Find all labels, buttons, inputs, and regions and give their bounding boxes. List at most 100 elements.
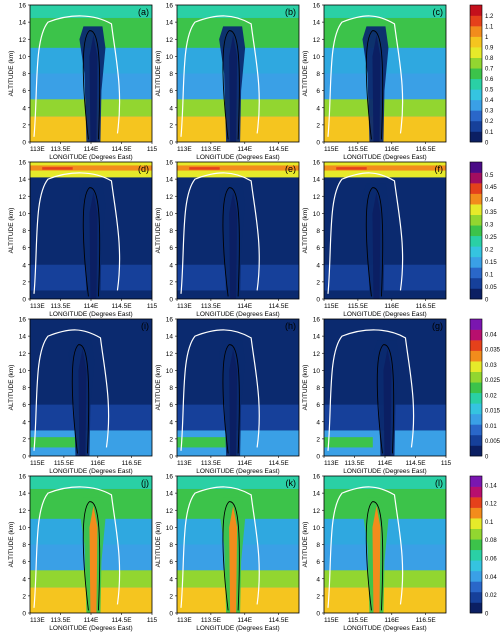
y-tick-label: 6 [169,402,173,409]
y-tick-label: 12 [166,508,174,515]
x-tick-label: 115 [147,303,158,310]
band-top [30,5,152,18]
y-tick-label: 0 [316,454,320,461]
panel-label: (k) [286,478,297,488]
x-tick-label: 115.5E [54,460,75,467]
y-tick-label: 16 [313,317,321,324]
y-tick-label: 4 [169,419,173,426]
y-tick-label: 4 [316,419,320,426]
x-axis-label: LONGITUDE (Degrees East) [343,468,426,475]
y-axis-label: ALTITUDE (km) [155,208,162,254]
y-tick-label: 4 [169,105,173,112]
core-contour-black [82,501,101,611]
panel-label: (g) [432,321,443,331]
colorbar-segment [470,89,482,101]
colorbar-tick-label: 0.25 [485,235,497,241]
x-tick-label: 114.5E [405,460,426,467]
panel-label: (h) [285,321,296,331]
x-axis-label: LONGITUDE (Degrees East) [49,625,132,632]
x-tick-label: 114.5E [111,303,132,310]
x-tick-label: 114.5E [269,617,290,624]
x-tick-label: 116E [90,460,105,467]
colorbar-segment [470,340,482,351]
colorbar-segment [470,57,482,69]
panel-l: 0 2 4 6 8 10 12 14 16 115E 115.5E 116E 116.5E ALTITUD… [302,474,447,632]
colorbar-tick-label: 0.005 [485,439,500,445]
x-tick-label: 114E [84,617,99,624]
x-tick-label: 114E [237,460,252,467]
colorbar-frame [469,475,483,614]
cloud-contour-white [180,172,260,294]
y-tick-label: 6 [316,402,320,409]
y-tick-label: 12 [19,508,27,515]
x-tick-label: 115E [324,146,339,153]
y-tick-label: 6 [316,88,320,95]
y-tick-label: 8 [316,71,320,78]
colorbar-tick-label: 0.2 [485,247,494,253]
y-tick-label: 14 [166,491,174,498]
colorbar-segment [470,110,482,122]
y-tick-label: 16 [166,160,174,167]
colorbar-tick-label: 0.9 [485,45,494,51]
y-tick-label: 16 [166,3,174,10]
plot-area [324,476,446,613]
colorbar-segment [470,507,482,519]
x-tick-label: 113E [177,617,192,624]
y-tick-label: 16 [19,317,27,324]
colorbar-segment [470,246,482,258]
core-contour-black [365,501,384,611]
y-tick-label: 2 [316,593,320,600]
band-lowlevel [324,587,446,613]
colorbar-segment [470,15,482,27]
convective-inner [383,348,392,456]
band-top [177,476,299,489]
y-tick-label: 4 [316,105,320,112]
cloud-contour-white [180,486,260,608]
colorbar-segment [470,570,482,582]
core-contour-black [82,30,101,140]
colorbar-segment [470,120,482,132]
band-lowlevel-2 [324,437,373,448]
colorbar-segment [470,403,482,415]
colorbar-tick-label: 1.2 [485,14,494,20]
y-tick-label: 8 [169,71,173,78]
y-tick-label: 6 [22,88,26,95]
colorbar-segment [470,497,482,508]
x-tick-label: 115 [441,460,452,467]
colorbar-segment [470,131,482,143]
band-top-2 [177,165,299,171]
y-tick-label: 6 [169,559,173,566]
x-tick-label: 116.5E [416,146,437,153]
colorbar-segment [470,361,482,372]
y-tick-label: 6 [316,559,320,566]
panel-c: 0 2 4 6 8 10 12 14 16 115E 115.5E 116E 116.5E ALTITUD… [302,3,447,161]
colorbar-segment [470,256,482,268]
band-lowlevel [324,116,446,142]
y-tick-label: 0 [169,611,173,618]
x-tick-label: 113.5E [344,460,365,467]
y-tick-label: 14 [19,334,27,341]
y-tick-label: 10 [166,211,174,218]
y-tick-label: 0 [169,140,173,147]
y-axis-label: ALTITUDE (km) [302,365,309,411]
colorbar-tick-label: 1 [485,35,489,41]
convective-inner [89,505,98,613]
y-tick-label: 4 [22,262,26,269]
y-tick-label: 14 [313,177,321,184]
x-tick-label: 114.5E [269,146,290,153]
colorbar-segment [470,26,482,37]
colorbar-segment [470,591,482,603]
y-tick-label: 8 [316,385,320,392]
colorbar-segment [470,183,482,194]
x-tick-label: 116.5E [416,303,437,310]
y-tick-label: 16 [19,474,27,481]
y-tick-label: 4 [169,262,173,269]
y-axis-label: ALTITUDE (km) [302,51,309,97]
y-tick-label: 0 [169,297,173,304]
colorbar-segment [470,68,482,80]
colorbar-segment [470,539,482,551]
colorbar-segment [470,193,482,205]
panel-g: 0 2 4 6 8 10 12 14 16 113E 113.5E 114E 114.5E 115 ALTI… [302,317,452,476]
y-tick-label: 12 [313,351,321,358]
y-tick-label: 2 [169,279,173,286]
